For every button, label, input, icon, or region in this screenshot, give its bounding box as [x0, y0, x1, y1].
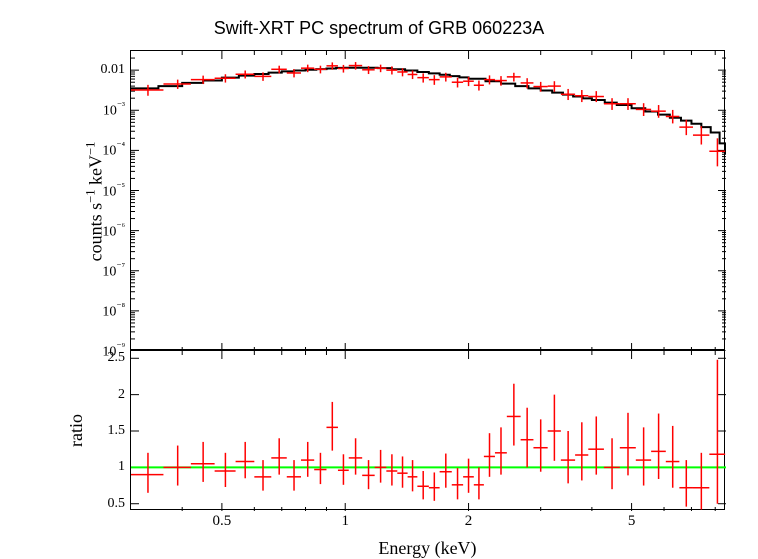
- top-y-tick-label: 10⁻⁷: [102, 261, 125, 280]
- top-y-tick-label: 10⁻⁸: [102, 302, 125, 321]
- spectrum-panel: 10⁻⁹10⁻⁸10⁻⁷10⁻⁶10⁻⁵10⁻⁴10⁻³0.01: [130, 50, 725, 350]
- bottom-y-tick-label: 2: [118, 387, 125, 403]
- bottom-y-axis-label: ratio: [66, 414, 87, 447]
- top-y-tick-label: 0.01: [101, 62, 126, 78]
- x-tick-label: 0.5: [213, 513, 232, 530]
- ratio-plot-layer: [131, 351, 726, 511]
- x-tick-label: 1: [341, 513, 349, 530]
- top-y-axis-label: counts s−1 keV−1: [83, 142, 106, 262]
- bottom-y-tick-label: 1.5: [108, 423, 126, 439]
- ratio-panel: 0.51250.511.522.5: [130, 350, 725, 510]
- x-tick-label: 2: [465, 513, 473, 530]
- top-y-tick-label: 10⁻³: [103, 101, 125, 120]
- plot-title: Swift-XRT PC spectrum of GRB 060223A: [0, 18, 758, 39]
- x-tick-label: 5: [628, 513, 636, 530]
- bottom-y-tick-label: 0.5: [108, 496, 126, 512]
- spectrum-plot-layer: [131, 51, 726, 351]
- figure-root: Swift-XRT PC spectrum of GRB 060223A 10⁻…: [0, 0, 758, 556]
- bottom-y-tick-label: 1: [118, 459, 125, 475]
- bottom-y-tick-label: 2.5: [108, 350, 126, 366]
